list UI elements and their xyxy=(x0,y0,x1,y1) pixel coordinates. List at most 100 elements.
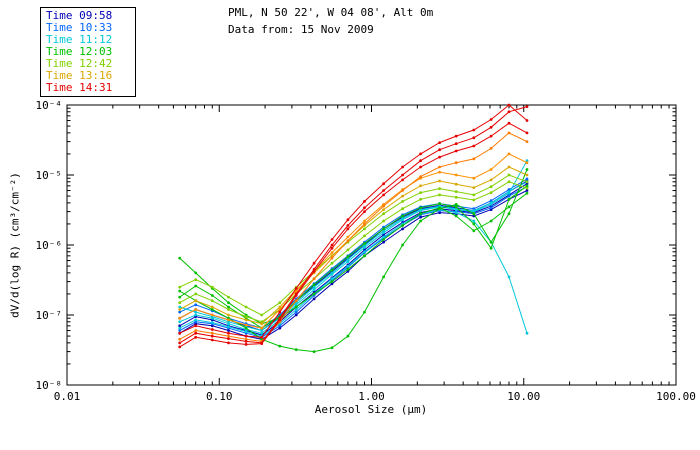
series-marker xyxy=(260,326,264,330)
series-marker xyxy=(278,301,282,305)
series-marker xyxy=(525,159,529,163)
series-marker xyxy=(330,261,334,265)
series-line-0 xyxy=(179,183,528,336)
series-marker xyxy=(454,211,458,215)
series-marker xyxy=(178,341,182,345)
series-marker xyxy=(260,313,264,317)
series-marker xyxy=(401,207,404,211)
series-marker xyxy=(401,200,404,203)
series-marker xyxy=(525,173,529,177)
series-marker xyxy=(382,231,385,235)
series-marker xyxy=(438,148,441,152)
series-marker xyxy=(525,331,529,335)
series-marker xyxy=(507,173,511,177)
series-marker xyxy=(401,173,404,177)
series-marker xyxy=(489,199,493,203)
series-marker xyxy=(438,141,441,145)
y-tick-label: 10⁻⁶ xyxy=(36,239,63,252)
legend-item: Time 09:58 xyxy=(46,9,113,22)
series-marker xyxy=(525,168,529,171)
series-marker xyxy=(346,255,350,259)
series-marker xyxy=(244,337,248,341)
series-marker xyxy=(278,310,282,314)
series-marker xyxy=(382,219,385,223)
series-marker xyxy=(346,235,350,239)
series-marker xyxy=(294,310,298,314)
y-tick-label: 10⁻⁵ xyxy=(36,169,63,182)
series-marker xyxy=(472,186,476,190)
series-marker xyxy=(244,305,248,309)
series-marker xyxy=(363,244,366,248)
series-marker xyxy=(330,243,334,247)
series-line-6 xyxy=(179,209,528,337)
series-marker xyxy=(346,239,350,243)
series-marker xyxy=(330,277,334,281)
series-marker xyxy=(472,222,476,226)
series-marker xyxy=(346,267,350,271)
x-tick-label: 0.10 xyxy=(206,390,233,403)
series-marker xyxy=(382,238,385,241)
series-marker xyxy=(382,182,385,186)
series-marker xyxy=(244,343,248,346)
legend: Time 09:58 Time 10:33 Time 11:12 Time 12:03… xyxy=(40,7,136,97)
series-marker xyxy=(489,185,493,189)
series-marker xyxy=(210,308,214,311)
series-marker xyxy=(419,175,422,179)
series-marker xyxy=(330,271,334,275)
series-marker xyxy=(382,235,385,239)
series-marker xyxy=(507,110,511,114)
series-marker xyxy=(438,187,441,191)
series-marker xyxy=(312,277,316,281)
series-marker xyxy=(210,324,214,328)
series-marker xyxy=(346,248,350,252)
series-marker xyxy=(363,234,366,238)
series-marker xyxy=(312,283,316,287)
series-line-2 xyxy=(179,180,528,332)
series-marker xyxy=(525,191,529,195)
series-marker xyxy=(489,240,493,244)
series-marker xyxy=(419,191,422,195)
series-marker xyxy=(227,313,230,317)
series-marker xyxy=(227,325,230,329)
series-marker xyxy=(244,318,248,322)
series-marker xyxy=(330,251,334,255)
series-marker xyxy=(382,240,385,244)
series-marker xyxy=(194,335,198,339)
series-marker xyxy=(227,295,230,299)
series-marker xyxy=(346,270,350,273)
legend-item: Time 13:16 xyxy=(46,69,113,82)
series-marker xyxy=(525,184,529,188)
series-marker xyxy=(194,329,198,332)
series-marker xyxy=(278,308,282,311)
series-marker xyxy=(210,321,214,324)
series-marker xyxy=(472,176,476,180)
series-marker xyxy=(194,318,198,322)
series-marker xyxy=(178,337,182,341)
series-marker xyxy=(260,329,264,332)
series-marker xyxy=(438,179,441,183)
series-marker xyxy=(489,118,493,121)
series-marker xyxy=(472,136,476,140)
series-marker xyxy=(438,170,441,174)
series-marker xyxy=(178,305,182,309)
series-marker xyxy=(454,190,458,194)
series-marker xyxy=(363,200,366,203)
series-marker xyxy=(227,301,230,305)
series-marker xyxy=(294,348,298,351)
series-marker xyxy=(472,198,476,202)
series-marker xyxy=(454,142,458,146)
series-marker xyxy=(363,227,366,231)
series-marker xyxy=(525,177,529,181)
series-marker xyxy=(178,320,182,324)
series-marker xyxy=(507,275,511,279)
series-marker xyxy=(210,328,214,331)
series-marker xyxy=(244,330,248,333)
series-marker xyxy=(419,219,422,223)
series-marker xyxy=(489,134,493,138)
series-marker xyxy=(507,152,511,156)
series-marker xyxy=(489,219,493,223)
series-marker xyxy=(454,205,458,209)
series-marker xyxy=(194,331,198,335)
series-marker xyxy=(401,217,404,220)
series-marker xyxy=(194,313,198,317)
